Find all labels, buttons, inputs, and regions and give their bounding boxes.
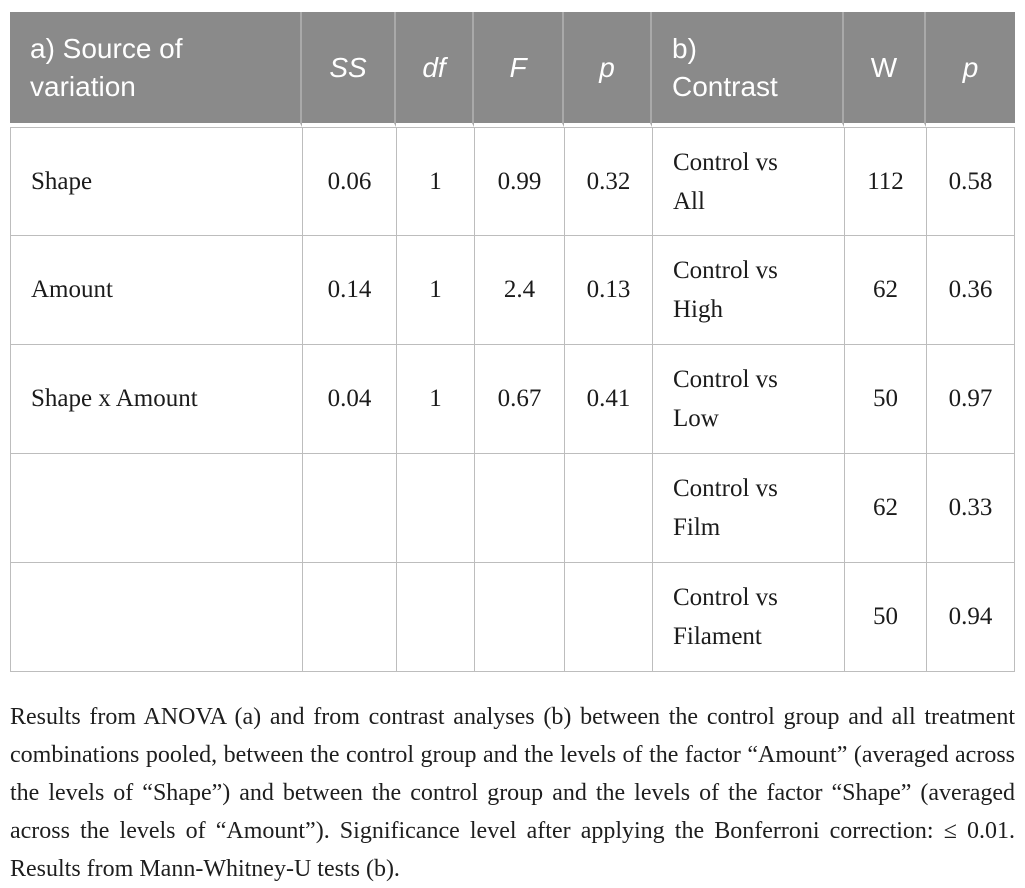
header-f: F xyxy=(474,12,564,127)
empty-cell xyxy=(10,563,302,672)
contrast-label: Control vs All xyxy=(673,148,778,215)
cell-w: 50 xyxy=(844,563,926,672)
table-row: Shape x Amount 0.04 1 0.67 0.41 Control … xyxy=(10,345,1015,454)
cell-ss: 0.04 xyxy=(302,345,396,454)
empty-cell xyxy=(564,454,652,563)
table-row: Control vs Filament 50 0.94 xyxy=(10,563,1015,672)
cell-p-anova: 0.41 xyxy=(564,345,652,454)
header-p-anova: p xyxy=(564,12,652,127)
cell-contrast: Control vs Film xyxy=(652,454,844,563)
table-row: Amount 0.14 1 2.4 0.13 Control vs High 6… xyxy=(10,236,1015,345)
cell-contrast: Control vs High xyxy=(652,236,844,345)
contrast-label: Control vs Film xyxy=(673,475,778,541)
cell-source: Shape x Amount xyxy=(10,345,302,454)
header-ss: SS xyxy=(302,12,396,127)
cell-p-contrast: 0.97 xyxy=(926,345,1015,454)
empty-cell xyxy=(564,563,652,672)
cell-p-anova: 0.32 xyxy=(564,127,652,236)
cell-p-contrast: 0.58 xyxy=(926,127,1015,236)
cell-contrast: Control vs All xyxy=(652,127,844,236)
cell-contrast: Control vs Filament xyxy=(652,563,844,672)
cell-w: 50 xyxy=(844,345,926,454)
cell-p-contrast: 0.94 xyxy=(926,563,1015,672)
cell-ss: 0.14 xyxy=(302,236,396,345)
table-row: Shape 0.06 1 0.99 0.32 Control vs All 11… xyxy=(10,127,1015,236)
empty-cell xyxy=(396,454,474,563)
header-row: a) Source of variation SS df F p b) Cont… xyxy=(10,12,1015,127)
header-p-contrast: p xyxy=(926,12,1015,127)
cell-w: 62 xyxy=(844,454,926,563)
anova-contrast-table: a) Source of variation SS df F p b) Cont… xyxy=(10,12,1015,672)
paper-table-figure: a) Source of variation SS df F p b) Cont… xyxy=(10,12,1015,882)
cell-p-anova: 0.13 xyxy=(564,236,652,345)
cell-w: 62 xyxy=(844,236,926,345)
header-contrast: b) Contrast xyxy=(652,12,844,127)
cell-f: 0.99 xyxy=(474,127,564,236)
cell-ss: 0.06 xyxy=(302,127,396,236)
cell-f: 2.4 xyxy=(474,236,564,345)
cell-f: 0.67 xyxy=(474,345,564,454)
cell-p-contrast: 0.33 xyxy=(926,454,1015,563)
cell-source: Shape xyxy=(10,127,302,236)
header-w: W xyxy=(844,12,926,127)
contrast-label: Control vs Filament xyxy=(673,584,778,650)
cell-df: 1 xyxy=(396,127,474,236)
cell-p-contrast: 0.36 xyxy=(926,236,1015,345)
empty-cell xyxy=(474,563,564,672)
table-caption: Results from ANOVA (a) and from contrast… xyxy=(10,704,1015,882)
header-df: df xyxy=(396,12,474,127)
cell-contrast: Control vs Low xyxy=(652,345,844,454)
empty-cell xyxy=(302,454,396,563)
empty-cell xyxy=(396,563,474,672)
table-row: Control vs Film 62 0.33 xyxy=(10,454,1015,563)
empty-cell xyxy=(10,454,302,563)
header-source-of-variation: a) Source of variation xyxy=(10,12,302,127)
empty-cell xyxy=(474,454,564,563)
contrast-label: Control vs Low xyxy=(673,366,778,432)
empty-cell xyxy=(302,563,396,672)
cell-w: 112 xyxy=(844,127,926,236)
cell-source: Amount xyxy=(10,236,302,345)
cell-df: 1 xyxy=(396,345,474,454)
cell-df: 1 xyxy=(396,236,474,345)
contrast-label: Control vs High xyxy=(673,257,778,323)
